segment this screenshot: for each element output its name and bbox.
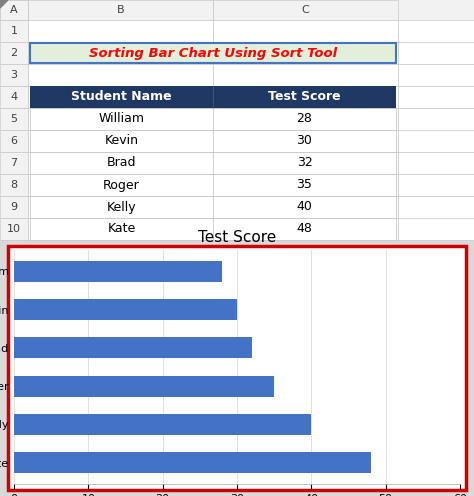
Bar [14, 299, 237, 320]
Text: 6: 6 [10, 136, 18, 146]
Bar [0, 152, 28, 174]
Title: Test Score: Test Score [198, 230, 276, 245]
Bar [398, 86, 474, 108]
Bar [0, 86, 28, 108]
Bar [213, 64, 398, 86]
Text: 35: 35 [297, 179, 312, 191]
Bar [213, 130, 398, 152]
Bar [398, 108, 474, 130]
Bar [0, 0, 28, 20]
Bar [213, 218, 398, 240]
Bar [398, 196, 474, 218]
Bar [28, 0, 213, 20]
Bar [213, 42, 398, 64]
Text: Roger: Roger [103, 179, 140, 191]
Polygon shape [0, 0, 8, 8]
Bar [213, 108, 398, 130]
Text: Kate: Kate [108, 223, 136, 236]
Bar [14, 260, 222, 282]
Bar [213, 0, 398, 20]
Text: 9: 9 [10, 202, 18, 212]
Bar [14, 414, 311, 435]
Bar [30, 174, 396, 196]
Bar [0, 0, 474, 20]
Text: 32: 32 [297, 157, 312, 170]
Bar [14, 375, 274, 397]
Text: 2: 2 [10, 48, 18, 58]
Bar [213, 174, 398, 196]
Bar [0, 0, 28, 20]
Text: 4: 4 [10, 92, 18, 102]
Bar [28, 64, 213, 86]
Text: 48: 48 [297, 223, 312, 236]
Text: A: A [10, 5, 18, 15]
Bar [0, 0, 474, 240]
Text: 30: 30 [297, 134, 312, 147]
Bar [28, 20, 213, 42]
Text: 40: 40 [297, 200, 312, 213]
Bar [0, 130, 28, 152]
Bar [0, 42, 28, 64]
Text: B: B [117, 5, 124, 15]
Bar [30, 196, 396, 218]
Bar [0, 196, 28, 218]
Bar [398, 218, 474, 240]
Text: Kelly: Kelly [107, 200, 137, 213]
Text: Student Name: Student Name [71, 90, 172, 104]
Bar [30, 152, 396, 174]
Text: Kevin: Kevin [104, 134, 138, 147]
Text: 28: 28 [297, 113, 312, 125]
Bar [14, 337, 252, 359]
Bar [0, 218, 28, 240]
Bar [0, 64, 28, 86]
Bar [0, 20, 28, 42]
Bar [0, 108, 28, 130]
Text: 1: 1 [10, 26, 18, 36]
Bar [28, 86, 213, 108]
Bar [213, 196, 398, 218]
Bar [398, 174, 474, 196]
Text: Brad: Brad [107, 157, 136, 170]
Bar [398, 130, 474, 152]
Bar [213, 152, 398, 174]
Text: 8: 8 [10, 180, 18, 190]
Bar [30, 218, 396, 240]
Bar [30, 43, 396, 63]
Bar [28, 218, 213, 240]
Bar [28, 174, 213, 196]
Bar [213, 20, 398, 42]
Text: Sorting Bar Chart Using Sort Tool: Sorting Bar Chart Using Sort Tool [89, 47, 337, 60]
Bar [213, 86, 398, 108]
Bar [14, 452, 371, 473]
Bar [0, 174, 28, 196]
Bar [30, 130, 396, 152]
Text: 3: 3 [10, 70, 18, 80]
Bar [28, 108, 213, 130]
Bar [398, 20, 474, 42]
Text: William: William [99, 113, 145, 125]
Text: C: C [301, 5, 310, 15]
Text: Test Score: Test Score [268, 90, 341, 104]
Bar [30, 108, 396, 130]
Bar [398, 64, 474, 86]
Bar [398, 152, 474, 174]
Text: 5: 5 [10, 114, 18, 124]
Bar [398, 42, 474, 64]
Bar [28, 42, 213, 64]
Text: 10: 10 [7, 224, 21, 234]
Bar [28, 130, 213, 152]
Bar [28, 152, 213, 174]
Bar [30, 86, 396, 108]
Text: 7: 7 [10, 158, 18, 168]
Bar [8, 246, 466, 490]
Bar [28, 196, 213, 218]
